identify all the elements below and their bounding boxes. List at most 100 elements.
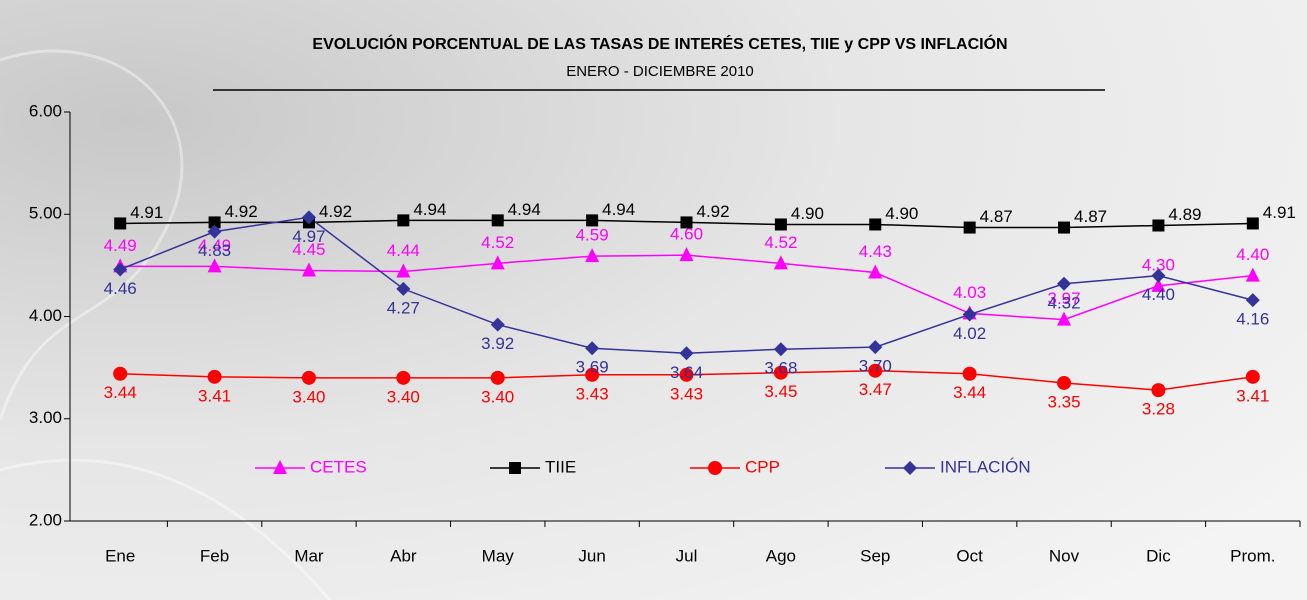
marker (1057, 311, 1072, 326)
data-label: 3.92 (481, 334, 514, 353)
data-label: 3.35 (1047, 392, 1080, 411)
x-tick-label: Oct (956, 546, 983, 565)
marker (1245, 267, 1260, 282)
marker (490, 255, 505, 270)
data-label: 4.91 (1263, 203, 1296, 222)
marker (869, 218, 882, 231)
data-label: 4.52 (764, 233, 797, 252)
marker (1058, 221, 1071, 234)
marker (113, 366, 128, 381)
data-label: 4.89 (1168, 205, 1201, 224)
data-label: 3.43 (576, 384, 609, 403)
marker (868, 264, 883, 279)
data-label: 4.40 (1142, 285, 1175, 304)
x-tick-label: Abr (390, 546, 417, 565)
marker (113, 262, 128, 277)
data-label: 4.60 (670, 225, 703, 244)
marker (490, 370, 505, 385)
marker (962, 307, 977, 322)
data-label: 4.49 (104, 236, 137, 255)
marker (208, 216, 221, 229)
x-tick-label: Ene (105, 546, 135, 565)
y-tick-label: 6.00 (29, 101, 62, 120)
x-tick-label: Ago (766, 546, 796, 565)
data-label: 4.03 (953, 283, 986, 302)
data-label: 3.40 (387, 387, 420, 406)
data-label: 4.94 (413, 200, 446, 219)
data-label: 4.90 (791, 204, 824, 223)
data-label: 4.52 (481, 233, 514, 252)
x-tick-label: Sep (860, 546, 890, 565)
marker (679, 247, 694, 262)
data-label: 4.30 (1142, 255, 1175, 274)
marker (301, 370, 316, 385)
marker (708, 461, 722, 475)
data-label: 3.41 (1236, 386, 1269, 405)
x-tick-label: Jul (676, 546, 698, 565)
marker (585, 248, 600, 263)
decoration (0, 49, 184, 421)
x-tick-label: Jun (578, 546, 605, 565)
marker (679, 367, 694, 382)
marker (1246, 217, 1259, 230)
marker (1151, 383, 1166, 398)
data-label: 4.94 (508, 200, 541, 219)
data-label: 4.94 (602, 200, 635, 219)
y-tick-label: 4.00 (29, 306, 62, 325)
data-label: 4.87 (1074, 207, 1107, 226)
data-label: 4.40 (1236, 245, 1269, 264)
chart-subtitle: ENERO - DICIEMBRE 2010 (566, 63, 754, 80)
marker (868, 340, 883, 355)
marker (585, 341, 600, 356)
data-label: 4.92 (697, 202, 730, 221)
marker (490, 317, 505, 332)
marker (273, 460, 287, 474)
data-label: 4.32 (1047, 293, 1080, 312)
marker (396, 281, 411, 296)
legend-label: INFLACIÓN (940, 457, 1031, 476)
data-label: 4.87 (980, 207, 1013, 226)
data-label: 3.28 (1142, 400, 1175, 419)
marker (207, 258, 222, 273)
marker (1245, 293, 1260, 308)
data-label: 4.91 (130, 203, 163, 222)
legend-label: TIIE (545, 457, 576, 476)
marker (301, 262, 316, 277)
data-label: 3.68 (764, 359, 797, 378)
marker (1151, 277, 1166, 292)
y-tick-label: 2.00 (29, 510, 62, 529)
data-label: 3.44 (104, 383, 137, 402)
x-tick-label: May (482, 546, 515, 565)
chart-title: EVOLUCIÓN PORCENTUAL DE LAS TASAS DE INT… (312, 34, 1007, 53)
marker (1057, 375, 1072, 390)
data-label: 3.70 (859, 357, 892, 376)
data-label: 3.43 (670, 384, 703, 403)
data-label: 4.83 (198, 241, 231, 260)
marker (586, 214, 599, 227)
marker (679, 346, 694, 361)
legend-label: CETES (310, 457, 367, 476)
x-tick-label: Prom. (1230, 546, 1275, 565)
data-label: 3.44 (953, 383, 986, 402)
decoration (0, 458, 332, 600)
marker (774, 218, 787, 231)
x-tick-label: Feb (200, 546, 229, 565)
x-tick-label: Mar (294, 546, 324, 565)
marker (1245, 369, 1260, 384)
data-label: 4.46 (104, 279, 137, 298)
data-label: 4.16 (1236, 310, 1269, 329)
x-tick-label: Dic (1146, 546, 1171, 565)
data-label: 3.97 (1047, 289, 1080, 308)
data-label: 3.40 (481, 387, 514, 406)
marker (301, 210, 316, 225)
data-label: 3.47 (859, 380, 892, 399)
marker (962, 366, 977, 381)
marker (207, 224, 222, 239)
data-label: 3.64 (670, 363, 703, 382)
data-label: 4.90 (885, 204, 918, 223)
data-label: 4.97 (292, 227, 325, 246)
data-label: 4.02 (953, 324, 986, 343)
marker (114, 217, 127, 230)
marker (1151, 268, 1166, 283)
